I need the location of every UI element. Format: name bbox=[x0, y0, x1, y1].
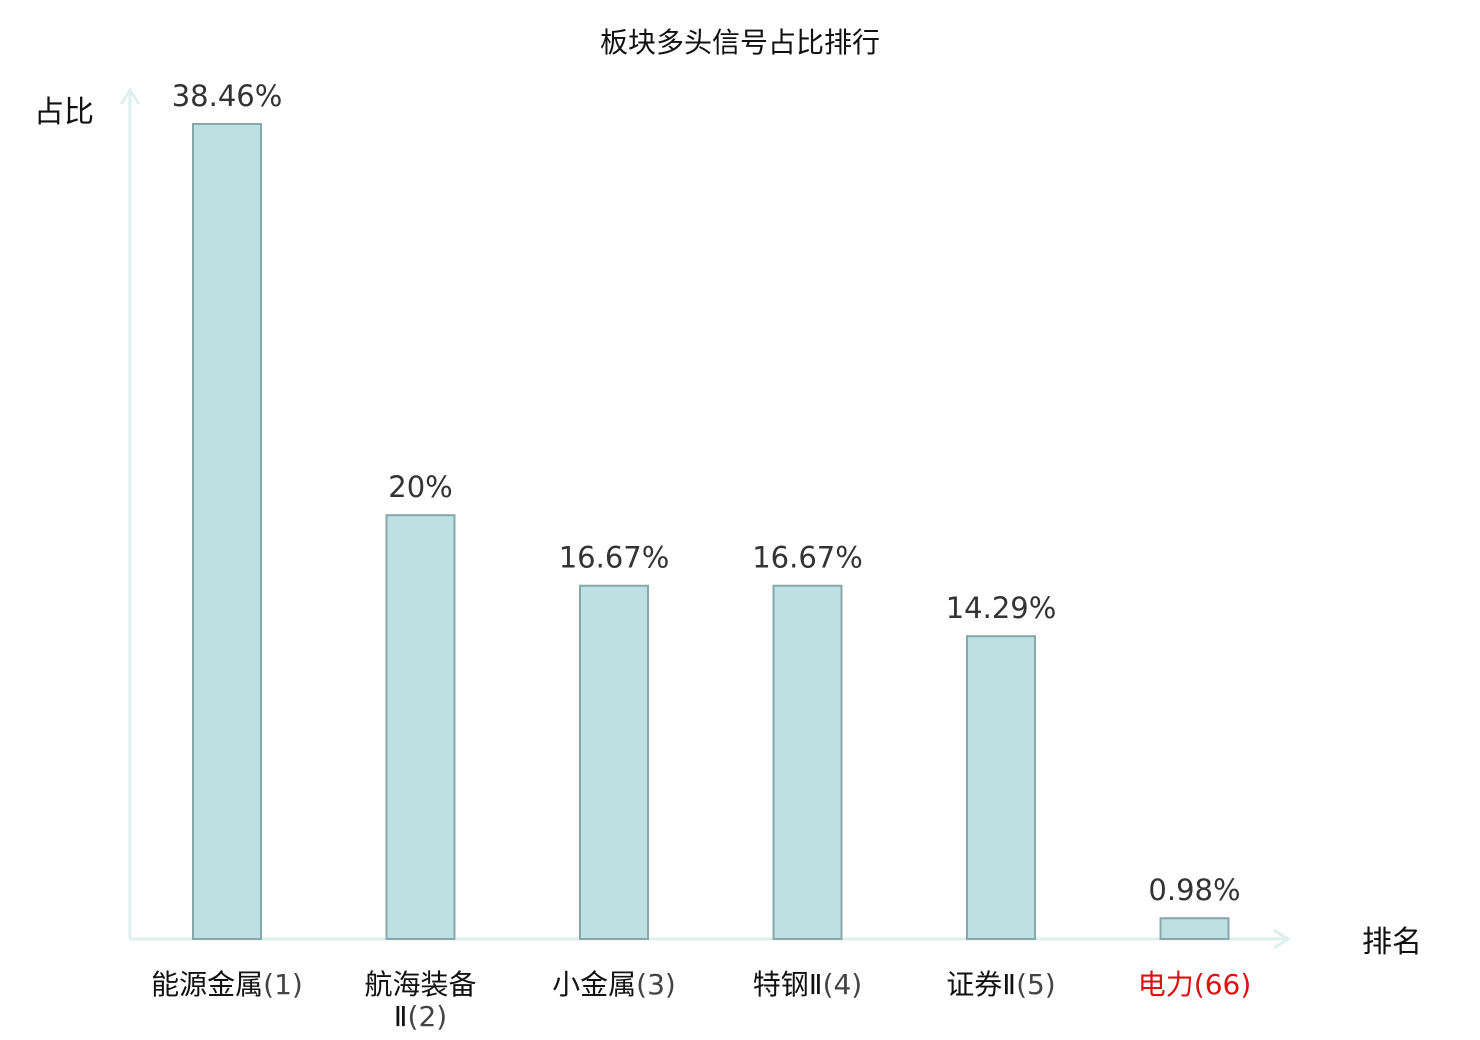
category-label: 特钢Ⅱ(4) bbox=[753, 968, 862, 1001]
axes bbox=[119, 87, 1291, 950]
category-label: 能源金属(1) bbox=[151, 968, 303, 1001]
category-labels-group: 能源金属(1) 航海装备 Ⅱ(2) 小金属(3) 特钢Ⅱ(4) 证券Ⅱ(5) 电力(66) bbox=[151, 968, 1251, 1033]
bars-group bbox=[192, 123, 1230, 941]
category-rank: (3) bbox=[636, 968, 676, 1001]
x-axis-label: 排名 bbox=[1362, 925, 1422, 960]
bar bbox=[385, 514, 456, 940]
category-name: 电力 bbox=[1138, 968, 1194, 1001]
chart-title: 板块多头信号占比排行 bbox=[600, 26, 880, 59]
value-label: 16.67% bbox=[559, 541, 670, 575]
category-rank: (66) bbox=[1194, 968, 1251, 1001]
category-name: 小金属 bbox=[552, 968, 636, 1001]
category-name: 能源金属 bbox=[151, 968, 263, 1001]
category-label: 小金属(3) bbox=[552, 968, 676, 1001]
value-label: 0.98% bbox=[1148, 873, 1240, 907]
bar bbox=[1159, 917, 1230, 941]
category-label: 电力(66) bbox=[1138, 968, 1252, 1001]
category-name: 证券Ⅱ bbox=[946, 968, 1016, 1001]
y-axis-label: 占比 bbox=[34, 95, 94, 130]
value-label: 20% bbox=[388, 470, 452, 504]
x-axis-arrow bbox=[1273, 928, 1291, 950]
category-rank: (4) bbox=[823, 968, 863, 1001]
y-axis-arrow bbox=[119, 87, 141, 105]
value-label: 16.67% bbox=[752, 541, 863, 575]
value-label: 38.46% bbox=[172, 79, 283, 113]
bar bbox=[772, 584, 843, 941]
value-labels-group: 38.46% 20% 16.67% 16.67% 14.29% 0.98% bbox=[172, 79, 1241, 907]
category-rank: (5) bbox=[1016, 968, 1056, 1001]
category-name: 航海装备 bbox=[364, 968, 476, 1001]
category-label: 证券Ⅱ(5) bbox=[946, 968, 1055, 1001]
category-name: 特钢Ⅱ bbox=[753, 968, 823, 1001]
category-label: 航海装备 Ⅱ(2) bbox=[364, 968, 476, 1033]
bar bbox=[579, 584, 649, 941]
category-name: Ⅱ bbox=[394, 1000, 408, 1033]
category-rank: (2) bbox=[408, 1000, 448, 1033]
category-rank: (1) bbox=[263, 968, 303, 1001]
bar bbox=[966, 635, 1036, 940]
bar bbox=[192, 123, 262, 940]
value-label: 14.29% bbox=[946, 591, 1057, 625]
